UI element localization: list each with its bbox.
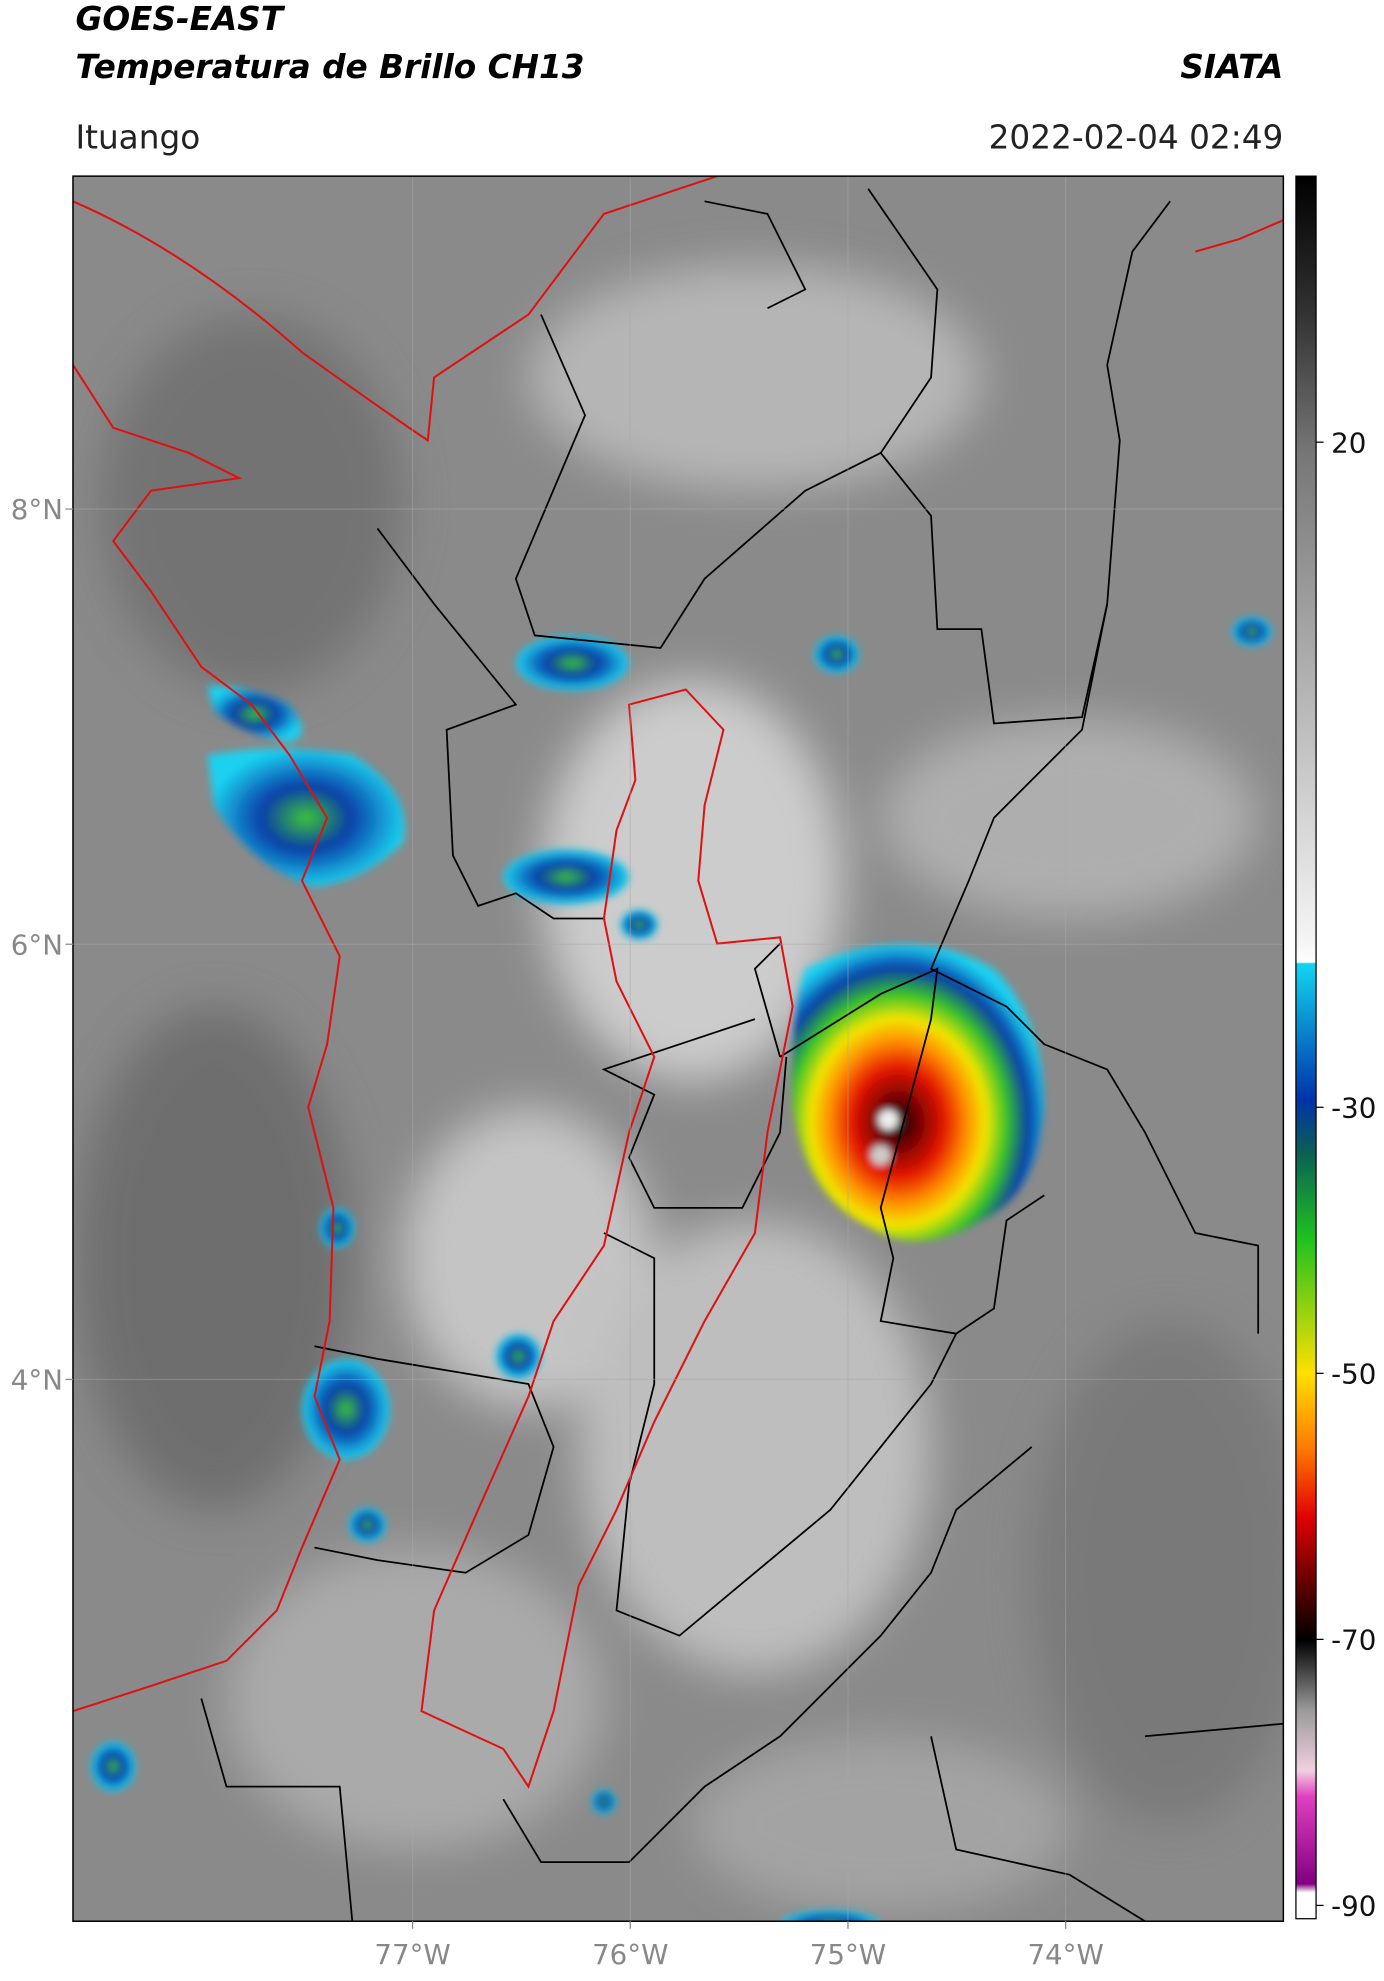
colorbar-tick-label: 20 (1331, 426, 1366, 459)
borders (200, 188, 1284, 1922)
map-image (72, 176, 1284, 1922)
location: Ituango (75, 118, 200, 156)
colorbar-tick-label: -50 (1331, 1357, 1376, 1390)
y-tick-label: 8°N (11, 493, 63, 526)
subtitle: Temperatura de Brillo CH13 (75, 48, 584, 86)
grid (72, 176, 1284, 1922)
x-tick-label: 76°W (592, 1938, 668, 1971)
map-frame (72, 175, 1285, 1922)
red-borders (72, 176, 1284, 1789)
y-tick-label: 6°N (11, 928, 63, 961)
y-tick-label: 4°N (11, 1363, 63, 1396)
colorbar (1295, 175, 1317, 1920)
x-tick-label: 77°W (374, 1938, 450, 1971)
colorbar-tick-label: -70 (1331, 1623, 1376, 1656)
colorbar-tick-label: -90 (1331, 1889, 1376, 1922)
timestamp: 2022-02-04 02:49 (989, 118, 1284, 156)
colorbar-tick-label: -30 (1331, 1091, 1376, 1124)
title: GOES-EAST (75, 0, 285, 38)
x-tick-label: 74°W (1027, 1938, 1103, 1971)
source: SIATA (1180, 48, 1283, 86)
x-tick-label: 75°W (810, 1938, 886, 1971)
